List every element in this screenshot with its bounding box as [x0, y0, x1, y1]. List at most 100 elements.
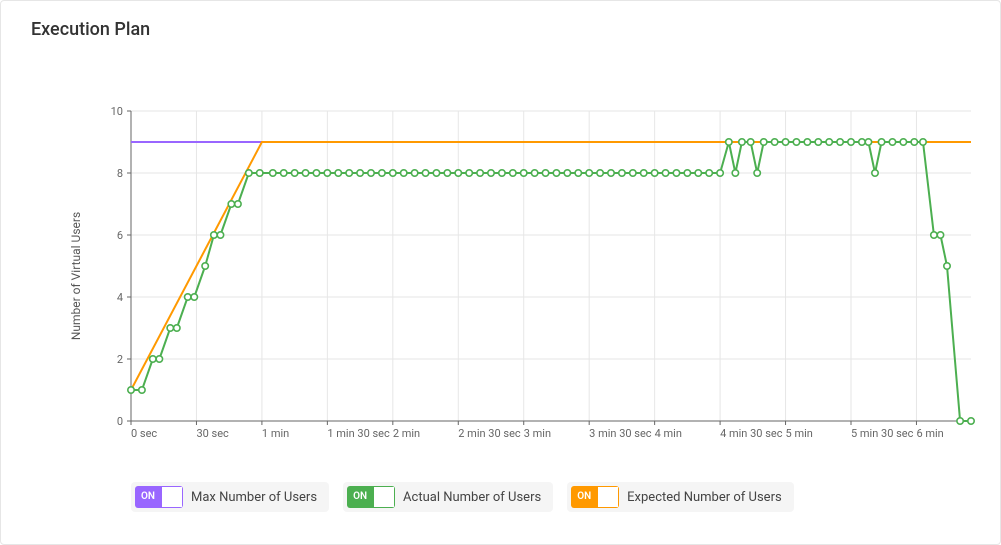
- series-marker-actual: [139, 387, 145, 393]
- series-marker-actual: [455, 170, 461, 176]
- series-marker-actual: [510, 170, 516, 176]
- legend-toggle-max[interactable]: ON: [135, 486, 183, 508]
- series-marker-actual: [150, 356, 156, 362]
- series-marker-actual: [673, 170, 679, 176]
- series-marker-actual: [521, 170, 527, 176]
- plot-background: [131, 111, 971, 421]
- line-chart-svg: 02468100 sec30 sec1 min1 min 30 sec2 min…: [61, 91, 981, 461]
- series-marker-actual: [859, 139, 865, 145]
- series-marker-actual: [564, 170, 570, 176]
- series-marker-actual: [270, 170, 276, 176]
- series-marker-actual: [202, 263, 208, 269]
- series-marker-actual: [608, 170, 614, 176]
- series-marker-actual: [837, 139, 843, 145]
- y-tick-label: 10: [111, 105, 123, 118]
- series-marker-actual: [466, 170, 472, 176]
- series-marker-actual: [191, 294, 197, 300]
- series-marker-actual: [281, 170, 287, 176]
- x-tick-label: 6 min: [916, 427, 943, 440]
- series-marker-actual: [531, 170, 537, 176]
- y-tick-label: 0: [117, 415, 123, 428]
- legend-item-actual[interactable]: ON Actual Number of Users: [343, 482, 553, 512]
- series-marker-actual: [968, 418, 974, 424]
- legend-item-max[interactable]: ONMax Number of Users: [131, 482, 329, 512]
- series-marker-actual: [368, 170, 374, 176]
- series-marker-actual: [937, 232, 943, 238]
- series-marker-actual: [575, 170, 581, 176]
- series-marker-actual: [931, 232, 937, 238]
- series-marker-actual: [761, 139, 767, 145]
- series-marker-actual: [754, 170, 760, 176]
- series-marker-actual: [291, 170, 297, 176]
- series-marker-actual: [815, 139, 821, 145]
- series-marker-actual: [747, 139, 753, 145]
- series-marker-actual: [257, 170, 263, 176]
- series-marker-actual: [597, 170, 603, 176]
- series-marker-actual: [411, 170, 417, 176]
- series-marker-actual: [433, 170, 439, 176]
- execution-plan-card: Execution Plan Number of Virtual Users 0…: [0, 0, 1001, 545]
- series-marker-actual: [488, 170, 494, 176]
- x-tick-label: 2 min 30 sec: [458, 427, 521, 440]
- series-marker-actual: [911, 139, 917, 145]
- series-marker-actual: [542, 170, 548, 176]
- y-axis-label: Number of Virtual Users: [69, 212, 83, 340]
- series-marker-actual: [944, 263, 950, 269]
- series-marker-actual: [630, 170, 636, 176]
- series-marker-actual: [477, 170, 483, 176]
- series-marker-actual: [401, 170, 407, 176]
- legend-label: Actual Number of Users: [403, 490, 541, 505]
- series-marker-actual: [235, 201, 241, 207]
- toggle-on-label: ON: [347, 486, 373, 508]
- series-marker-actual: [499, 170, 505, 176]
- series-marker-actual: [662, 170, 668, 176]
- series-marker-actual: [695, 170, 701, 176]
- series-marker-actual: [335, 170, 341, 176]
- y-tick-label: 4: [117, 291, 123, 304]
- series-marker-actual: [641, 170, 647, 176]
- legend-toggle-actual[interactable]: ON: [347, 486, 395, 508]
- series-marker-actual: [217, 232, 223, 238]
- toggle-on-label: ON: [571, 486, 597, 508]
- x-tick-label: 3 min 30 sec: [589, 427, 652, 440]
- series-marker-actual: [444, 170, 450, 176]
- x-tick-label: 1 min 30 sec: [327, 427, 390, 440]
- series-marker-actual: [739, 139, 745, 145]
- series-marker-actual: [619, 170, 625, 176]
- x-tick-label: 5 min 30 sec: [851, 427, 914, 440]
- legend-label: Expected Number of Users: [627, 490, 782, 505]
- x-tick-label: 4 min 30 sec: [720, 427, 783, 440]
- series-marker-actual: [732, 170, 738, 176]
- series-marker-actual: [390, 170, 396, 176]
- series-marker-actual: [889, 139, 895, 145]
- x-tick-label: 0 sec: [131, 427, 157, 440]
- series-marker-actual: [804, 139, 810, 145]
- x-tick-label: 2 min: [393, 427, 420, 440]
- series-marker-actual: [586, 170, 592, 176]
- y-tick-label: 2: [117, 353, 123, 366]
- series-marker-actual: [313, 170, 319, 176]
- legend-item-expected[interactable]: ON Expected Number of Users: [567, 482, 794, 512]
- legend-toggle-expected[interactable]: ON: [571, 486, 619, 508]
- x-tick-label: 3 min: [524, 427, 551, 440]
- card-title: Execution Plan: [1, 1, 1000, 40]
- series-marker-actual: [651, 170, 657, 176]
- series-marker-actual: [865, 139, 871, 145]
- series-marker-actual: [793, 139, 799, 145]
- toggle-knob: [597, 486, 619, 508]
- x-tick-label: 30 sec: [196, 427, 229, 440]
- series-marker-actual: [185, 294, 191, 300]
- series-marker-actual: [900, 139, 906, 145]
- chart-legend: ONMax Number of UsersONActual Number of …: [131, 482, 794, 512]
- series-marker-actual: [357, 170, 363, 176]
- y-tick-label: 6: [117, 229, 123, 242]
- series-marker-actual: [878, 139, 884, 145]
- series-marker-actual: [920, 139, 926, 145]
- x-tick-label: 5 min: [786, 427, 813, 440]
- series-marker-actual: [167, 325, 173, 331]
- y-tick-label: 8: [117, 167, 123, 180]
- series-marker-actual: [324, 170, 330, 176]
- series-marker-actual: [156, 356, 162, 362]
- series-marker-actual: [128, 387, 134, 393]
- series-marker-actual: [174, 325, 180, 331]
